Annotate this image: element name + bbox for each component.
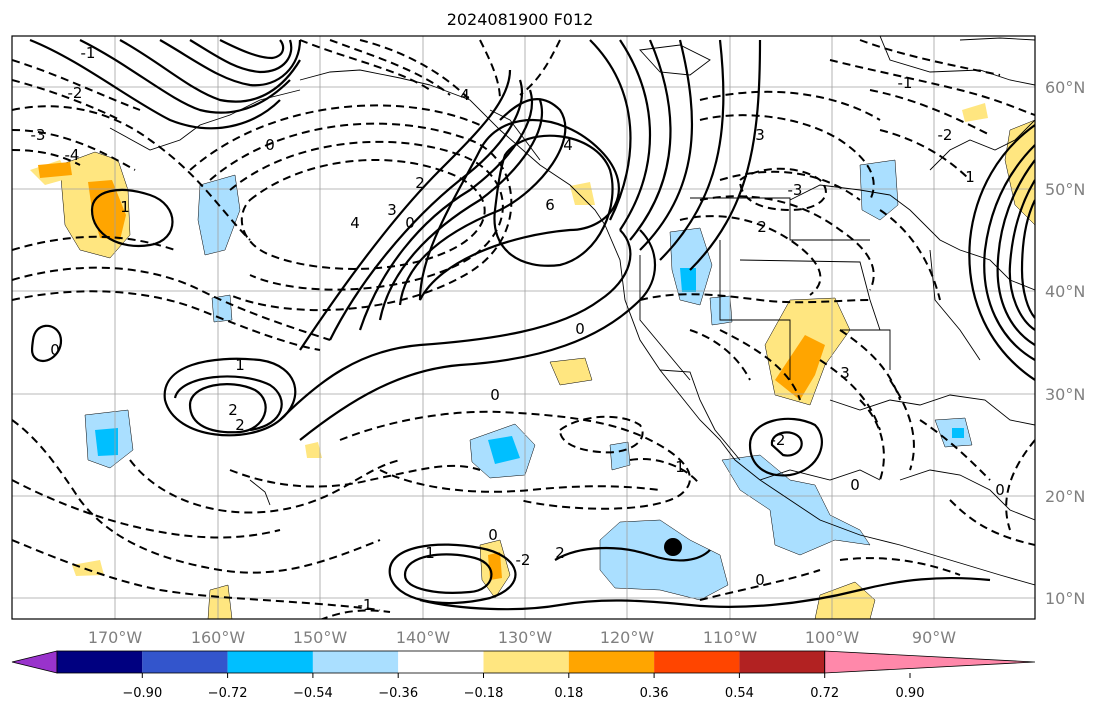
black-dot-marker — [664, 538, 682, 556]
contour-label: 3 — [840, 364, 850, 382]
contour-label: 1 — [965, 168, 975, 186]
contour-label: -2 — [938, 126, 953, 144]
colorbar-segment — [227, 651, 313, 673]
colorbar-segment — [57, 651, 143, 673]
lat-tick-label: 20°N — [1045, 487, 1085, 506]
contour-label: 2 — [235, 416, 245, 434]
contour-label: 0 — [265, 136, 275, 154]
colorbar-segment — [398, 651, 484, 673]
negative-contours — [12, 39, 1035, 619]
lon-tick-label: 140°W — [396, 628, 451, 647]
lon-tick-label: 100°W — [805, 628, 860, 647]
contour-label: 0 — [850, 476, 860, 494]
colorbar-tick-label: −0.90 — [122, 686, 162, 701]
lat-tick-label: 40°N — [1045, 282, 1085, 301]
colorbar-tick-label: 0.90 — [896, 686, 925, 701]
colorbar-segment — [739, 651, 825, 673]
contour-label: 2 — [555, 544, 565, 562]
contour-label: 3 — [387, 201, 397, 219]
contour-label: -3 — [31, 126, 46, 144]
contour-label: 1 — [235, 356, 245, 374]
lat-tick-label: 10°N — [1045, 589, 1085, 608]
contour-labels: 124601234-1-2-3-400012000432-1-210-201-2… — [31, 44, 1005, 614]
colorbar-segment — [142, 651, 228, 673]
contour-label: -1 — [898, 74, 913, 92]
contour-label: 0 — [488, 526, 498, 544]
lat-tick-label: 60°N — [1045, 78, 1085, 97]
contour-label: 0 — [405, 214, 415, 232]
coastlines — [109, 36, 1035, 586]
latitude-labels: 60°N 50°N 40°N 30°N 20°N 10°N — [1045, 78, 1085, 608]
colorbar — [11, 650, 1036, 674]
contour-label: -2 — [771, 431, 786, 449]
colorbar-tick-label: 0.36 — [640, 686, 669, 701]
contour-label: 4 — [460, 86, 470, 104]
contour-label: 0 — [50, 341, 60, 359]
shaded-anomalies — [30, 103, 1035, 619]
positive-contours — [29, 38, 1035, 611]
colorbar-tick-label: 0.72 — [810, 686, 839, 701]
colorbar-tick-labels: −0.90 −0.72 −0.54 −0.36 −0.18 0.18 0.36 0.54 0.7… — [122, 673, 924, 701]
lon-tick-label: 170°W — [88, 628, 143, 647]
map-panel — [12, 36, 1035, 619]
contour-label: 0 — [995, 481, 1005, 499]
contour-label: -3 — [788, 181, 803, 199]
contour-label: 1 — [120, 198, 130, 216]
contour-label: 0 — [490, 386, 500, 404]
lon-tick-label: 90°W — [912, 628, 956, 647]
contour-label: 6 — [545, 196, 555, 214]
graticule — [12, 36, 1035, 619]
contour-label: 4 — [563, 136, 573, 154]
contour-label: 2 — [228, 401, 238, 419]
longitude-labels: 170°W 160°W 150°W 140°W 130°W 120°W 110°W 100°W… — [88, 628, 956, 647]
contour-label: -1 — [81, 44, 96, 62]
lon-tick-label: 150°W — [293, 628, 348, 647]
contour-label: 3 — [755, 126, 765, 144]
contour-label: -2 — [516, 551, 531, 569]
contour-label: -1 — [358, 596, 373, 614]
contour-label: 1 — [425, 544, 435, 562]
lon-tick-label: 120°W — [600, 628, 655, 647]
contour-label: 2 — [757, 218, 767, 236]
colorbar-segment — [654, 651, 740, 673]
contour-label: 0 — [575, 320, 585, 338]
colorbar-segment — [568, 651, 655, 673]
colorbar-tick-label: 0.54 — [725, 686, 754, 701]
lat-tick-label: 30°N — [1045, 385, 1085, 404]
contour-label: -4 — [65, 146, 80, 164]
contour-label: 0 — [755, 571, 765, 589]
lon-tick-label: 160°W — [191, 628, 246, 647]
colorbar-segment — [483, 651, 569, 673]
contour-label: 2 — [415, 174, 425, 192]
colorbar-tick-label: 0.18 — [554, 686, 583, 701]
colorbar-arrow-right — [824, 650, 1036, 674]
colorbar-arrow-left — [11, 650, 58, 674]
map-title: 2024081900 F012 — [446, 10, 594, 29]
map-frame — [11, 35, 1036, 620]
colorbar-tick-label: −0.18 — [464, 686, 504, 701]
lat-tick-label: 50°N — [1045, 180, 1085, 199]
colorbar-tick-label: −0.36 — [378, 686, 418, 701]
colorbar-tick-label: −0.72 — [208, 686, 248, 701]
colorbar-segment — [312, 651, 399, 673]
lon-tick-label: 110°W — [703, 628, 758, 647]
contour-label: -2 — [68, 84, 83, 102]
contour-label: 1 — [675, 458, 685, 476]
colorbar-tick-label: −0.54 — [293, 686, 333, 701]
lon-tick-label: 130°W — [498, 628, 553, 647]
contour-label: 4 — [350, 214, 360, 232]
